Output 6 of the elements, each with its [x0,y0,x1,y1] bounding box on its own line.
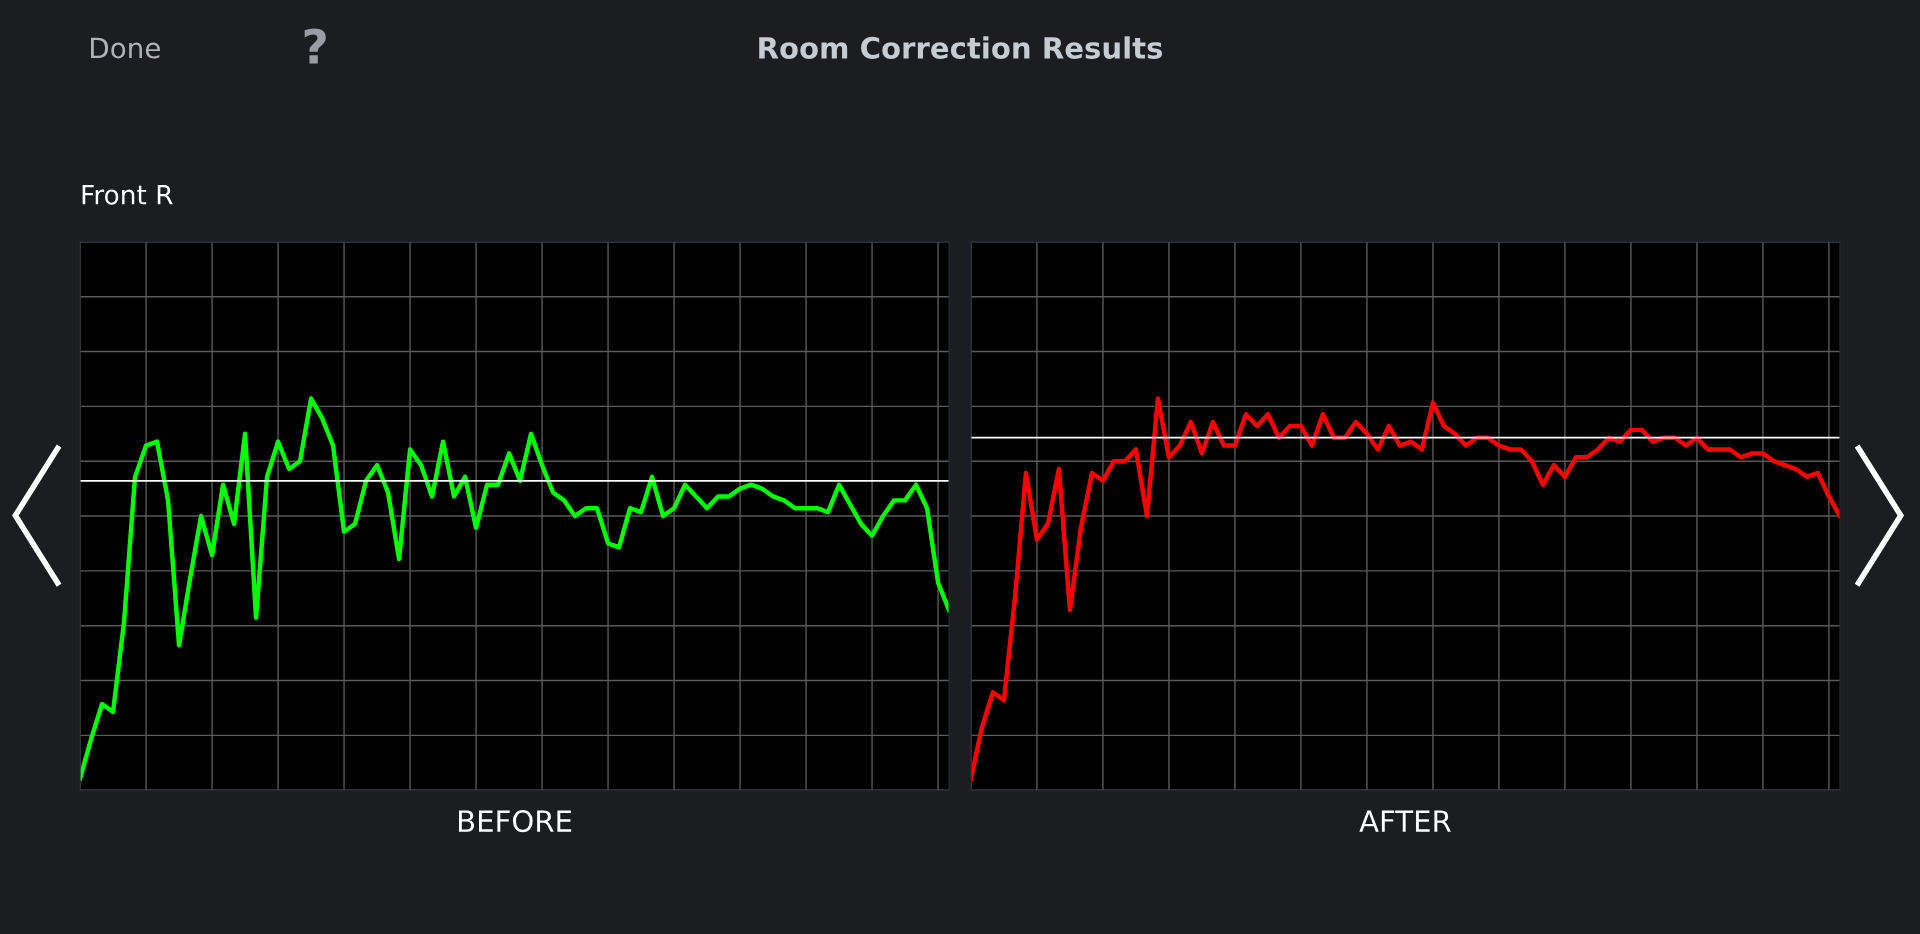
x-axis-title: AFTER [1359,810,1451,832]
chart-title: Room Correction Results [759,36,1163,59]
text: ? [304,28,326,64]
x-axis-title: BEFORE [458,810,572,833]
chart-subtitle: Front R [82,185,173,205]
text: Done [91,37,160,59]
